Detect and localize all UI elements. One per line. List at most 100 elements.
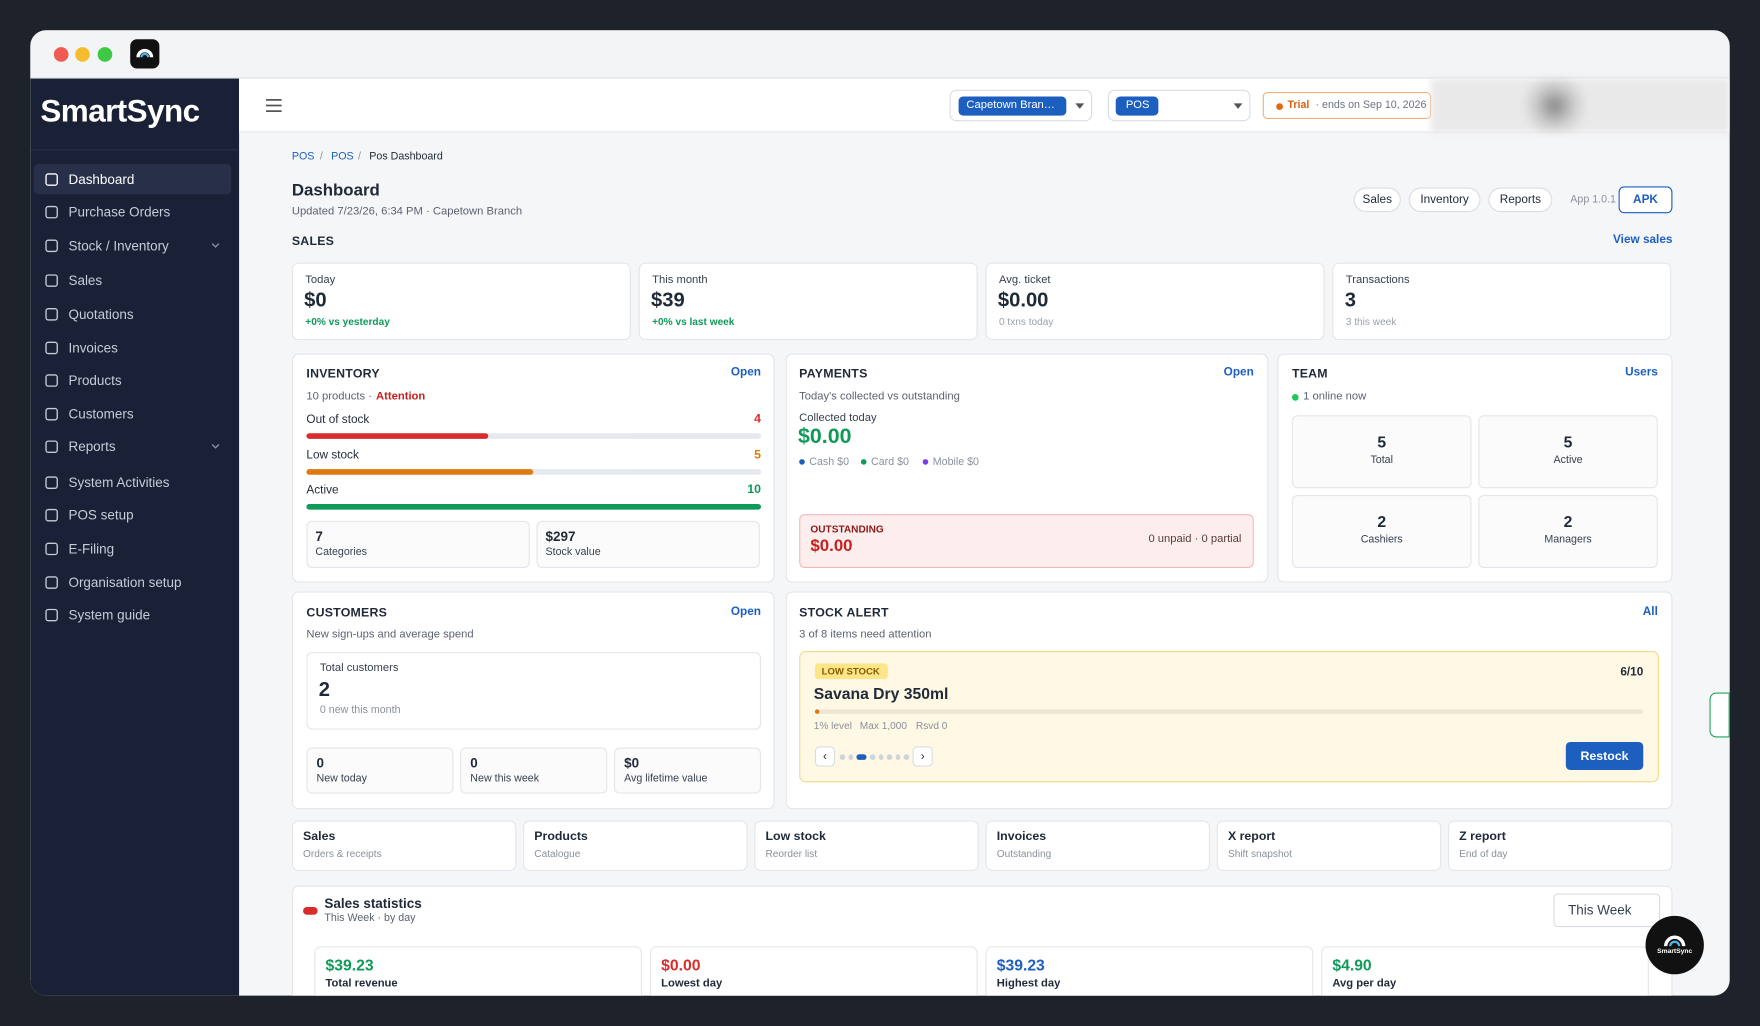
nav-item[interactable]: POS setup: [34, 499, 232, 529]
nav-item[interactable]: Dashboard: [33, 163, 232, 195]
total-customers-note: 0 new this month: [319, 704, 401, 717]
cash-dot: [799, 459, 805, 465]
customer-box-value: 0: [316, 755, 325, 771]
all-link[interactable]: All: [1642, 604, 1658, 619]
inventory-link[interactable]: Open: [730, 365, 762, 380]
minimize-button[interactable]: [75, 47, 90, 62]
inventory-track: [306, 433, 762, 439]
customer-box-value: $0: [624, 755, 640, 771]
nav-item[interactable]: Quotations: [34, 299, 232, 329]
apk-button[interactable]: APK: [1618, 186, 1673, 214]
customer-box-label: Avg lifetime value: [624, 772, 708, 785]
quick-link[interactable]: [1216, 820, 1442, 872]
branch-select[interactable]: Capetown Bran…: [949, 89, 1093, 122]
sidebar: SmartSync Dashboard Purchase Orders Stock …: [30, 78, 240, 996]
close-button[interactable]: [53, 47, 69, 62]
team-box: [1291, 495, 1472, 568]
stock-alert-card: [785, 591, 1673, 810]
next-button[interactable]: ›: [912, 746, 933, 767]
sales-card-label: This month: [652, 273, 708, 287]
side-widget[interactable]: [1709, 692, 1730, 738]
nav-icon: [45, 273, 58, 287]
nav-item[interactable]: E-Filing: [34, 533, 232, 563]
quick-link[interactable]: [1447, 820, 1673, 872]
sales-card-note: +0% vs yesterday: [305, 316, 390, 328]
sales-card-value: $0.00: [997, 288, 1049, 312]
sales-card-label: Today: [305, 273, 336, 287]
total-customers-label: Total customers: [319, 662, 399, 675]
mode-select[interactable]: POS: [1107, 89, 1251, 122]
outstanding-label: OUTSTANDING: [810, 523, 884, 535]
nav-item[interactable]: System guide: [34, 599, 232, 629]
restock-button[interactable]: Restock: [1565, 741, 1644, 771]
team-heading: TEAM: [1291, 367, 1328, 381]
nav-icon: [45, 172, 58, 186]
nav-label: System Activities: [68, 474, 170, 490]
nav-item[interactable]: Reports: [34, 431, 232, 461]
alert-meta: 1% level: [813, 720, 852, 732]
nav-item[interactable]: Organisation setup: [34, 567, 232, 597]
nav-item[interactable]: Invoices: [34, 332, 232, 362]
sales-card: [985, 262, 1325, 341]
payments-link[interactable]: Open: [1223, 365, 1254, 380]
nav-icon: [45, 341, 58, 354]
header-button[interactable]: Sales: [1353, 187, 1401, 213]
header-button[interactable]: Inventory: [1408, 187, 1481, 213]
nav-label: POS setup: [68, 506, 134, 523]
pager-dot: [878, 754, 884, 760]
stat-card: [314, 946, 643, 996]
sales-card: [638, 262, 978, 341]
nav-label: Customers: [68, 405, 134, 422]
breadcrumb-item[interactable]: POS: [291, 150, 315, 164]
stat-value: $39.23: [325, 955, 374, 974]
prev-button[interactable]: ‹: [814, 746, 836, 767]
menu-button[interactable]: [266, 99, 282, 112]
collected-label: Collected today: [799, 411, 877, 425]
quick-link[interactable]: [291, 820, 517, 872]
nav-label: Purchase Orders: [68, 203, 171, 220]
nav-item[interactable]: Purchase Orders: [34, 196, 232, 226]
sales-statistics-card: [291, 885, 1673, 996]
collected-value: $0.00: [798, 424, 852, 449]
sales-card-value: $0: [304, 288, 327, 312]
level-track: [814, 709, 1644, 714]
fab[interactable]: SmartSync: [1645, 915, 1704, 975]
nav-item[interactable]: Products: [34, 365, 232, 395]
quick-link[interactable]: [523, 820, 748, 872]
breadcrumb-item[interactable]: POS: [331, 150, 354, 164]
header-button[interactable]: Reports: [1488, 187, 1553, 213]
inventory-row-value: 4: [754, 412, 762, 426]
nav-label: Stock / Inventory: [68, 237, 169, 254]
users-link[interactable]: Users: [1625, 365, 1658, 380]
zoom-button[interactable]: [97, 47, 113, 62]
mode-pill: [1115, 96, 1159, 116]
quick-link[interactable]: [985, 820, 1211, 872]
caret: [1075, 103, 1085, 109]
customers-heading: CUSTOMERS: [306, 606, 388, 621]
nav-icon: [45, 238, 58, 252]
outstanding-value: $0.00: [810, 536, 853, 556]
sales-card: [1332, 262, 1672, 341]
payment-method: Card $0: [871, 456, 909, 469]
view-sales-link[interactable]: View sales: [1613, 233, 1673, 247]
stat-value: $4.90: [1332, 955, 1372, 974]
inventory-fill: [306, 433, 489, 439]
customers-link[interactable]: Open: [730, 604, 762, 619]
period-select[interactable]: [1553, 893, 1661, 928]
nav-item[interactable]: Stock / Inventory: [34, 230, 232, 260]
pager-dot: [839, 754, 845, 760]
inventory-attention: Attention: [376, 390, 426, 403]
nav-label: Organisation setup: [68, 574, 182, 590]
nav-item[interactable]: Sales: [34, 265, 232, 295]
blurred-area: [1431, 78, 1730, 133]
nav-item[interactable]: Customers: [34, 398, 232, 428]
quick-link[interactable]: [754, 820, 979, 872]
nav-item[interactable]: System Activities: [34, 467, 232, 497]
breadcrumb-current: Pos Dashboard: [369, 150, 443, 164]
nav-label: E-Filing: [68, 540, 115, 557]
sales-card-value: 3: [1344, 288, 1356, 312]
sales-heading: SALES: [291, 235, 335, 249]
nav-icon: [45, 608, 58, 621]
pager-dot: [848, 754, 854, 760]
